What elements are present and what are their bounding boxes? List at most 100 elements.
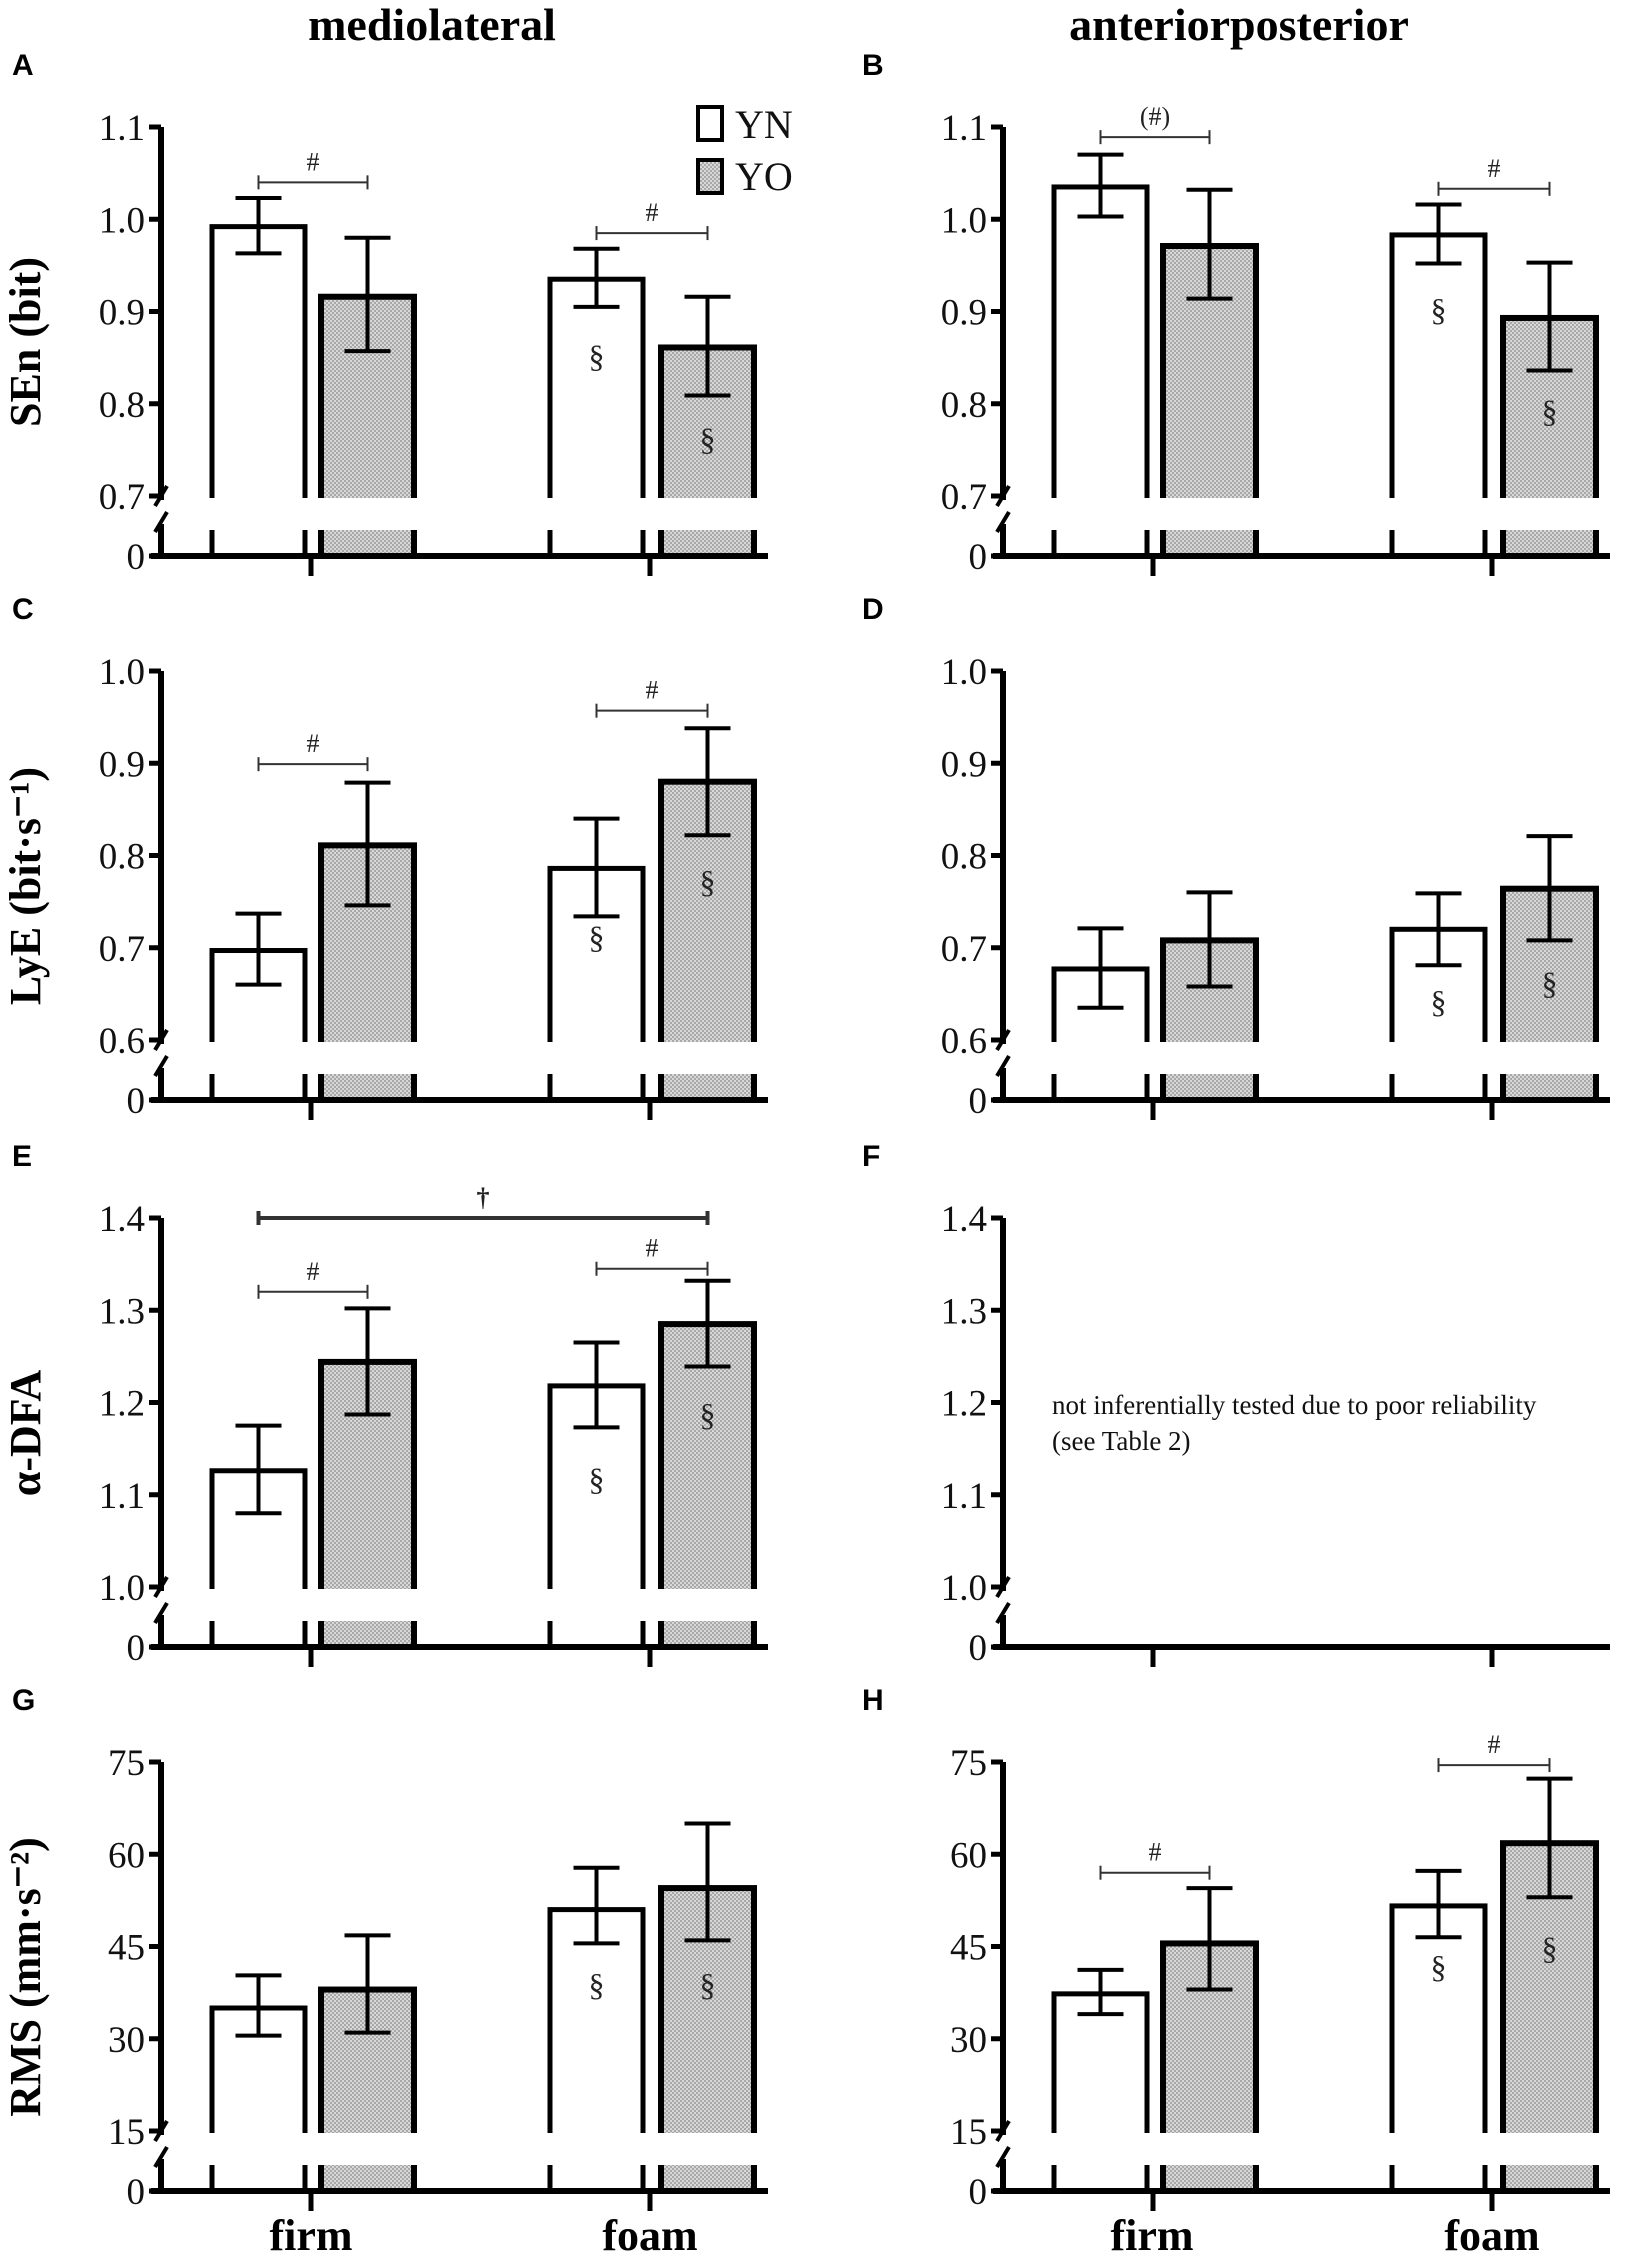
y-tick-label: 0.6 xyxy=(99,1021,145,1062)
y-tick-label: 1.4 xyxy=(99,1199,145,1240)
y-tick-label: 1.0 xyxy=(941,1568,987,1609)
significance-label: (#) xyxy=(1140,102,1170,131)
error-bar-yo-foam xyxy=(1526,260,1573,373)
error-bar-yn-foam xyxy=(1415,891,1462,968)
x-label-firm-right: firm xyxy=(1110,2211,1193,2259)
y-tick-label: 0.7 xyxy=(941,929,987,970)
y-tick-label: 45 xyxy=(950,1928,987,1969)
error-bar-yo-foam xyxy=(1526,1776,1573,1900)
y-tick-label: 1.1 xyxy=(941,108,987,149)
axis-break-mark xyxy=(153,1601,169,1625)
significance-label: # xyxy=(307,729,320,758)
error-bar-yo-foam xyxy=(684,726,731,838)
y-tick-label: 1.0 xyxy=(99,200,145,241)
x-label-firm-left: firm xyxy=(269,2211,352,2259)
error-bar-yo-foam xyxy=(684,294,731,398)
y-tick-label: 15 xyxy=(950,2112,987,2153)
y-tick-label-zero: 0 xyxy=(127,1081,146,1122)
significance-label: # xyxy=(1149,1838,1162,1867)
error-bar-yn-firm xyxy=(1077,152,1124,219)
legend-label-yn: YN xyxy=(735,102,793,147)
y-tick-label: 1.3 xyxy=(941,1291,987,1332)
error-bar-yn-foam xyxy=(573,246,620,309)
error-bar-yn-foam xyxy=(1415,1868,1462,1940)
section-mark: § xyxy=(1431,983,1447,1019)
error-bar-yo-foam xyxy=(684,1278,731,1369)
error-bar-yn-foam xyxy=(573,816,620,919)
error-bar-yn-foam xyxy=(573,1340,620,1430)
panel-B: B 0.7 0.8 0.9 1.0 1.1 0 (#) # § § xyxy=(862,49,1614,578)
y-tick-label: 0.9 xyxy=(99,744,145,785)
y-tick-label: 60 xyxy=(108,1835,145,1876)
y-tick-label: 30 xyxy=(108,2020,145,2061)
significance-bracket xyxy=(1437,181,1551,196)
panel-D: D 0.6 0.7 0.8 0.9 1.0 0 § § xyxy=(862,593,1614,1122)
significance-bracket xyxy=(595,226,709,241)
panel-letter: A xyxy=(12,49,34,82)
axis-break-gap xyxy=(165,498,772,530)
y-tick-label: 0.6 xyxy=(941,1021,987,1062)
significance-label: # xyxy=(646,676,659,705)
error-bar-yo-firm xyxy=(1186,1886,1233,1992)
section-mark: § xyxy=(1431,292,1447,328)
axis-break-mark xyxy=(995,1054,1011,1078)
y-tick-label: 1.4 xyxy=(941,1199,987,1240)
column-title-anteriorposterior: anteriorposterior xyxy=(1069,0,1409,50)
section-mark: § xyxy=(589,1967,605,2003)
y-tick-label-zero: 0 xyxy=(969,537,988,578)
section-mark: § xyxy=(589,338,605,374)
axis-break-mark xyxy=(995,2145,1011,2169)
y-tick-label-zero: 0 xyxy=(127,1628,146,1669)
y-axis-label: LyE (bit·s⁻¹) xyxy=(1,767,50,1005)
error-bar-yn-foam xyxy=(1415,202,1462,266)
panel-A: A SEn (bit) 0.7 0.8 0.9 1.0 1.1 0 # # § § xyxy=(1,49,772,578)
significance-label: # xyxy=(646,198,659,227)
y-tick-label: 0.8 xyxy=(99,837,145,878)
section-mark: § xyxy=(700,421,716,457)
legend-swatch-yo xyxy=(696,158,724,195)
panel-H: H 15 30 45 60 75 0 # # § § xyxy=(862,1684,1614,2213)
y-tick-label: 1.0 xyxy=(941,652,987,693)
y-tick-label: 0.7 xyxy=(99,929,145,970)
y-tick-label: 0.7 xyxy=(99,477,145,518)
error-bar-yn-firm xyxy=(235,1423,282,1516)
significance-label: # xyxy=(307,1257,320,1286)
y-tick-label: 0.8 xyxy=(941,837,987,878)
axis-break-gap xyxy=(1007,1042,1614,1074)
error-bar-yo-firm xyxy=(344,1933,391,2035)
y-tick-label: 0.9 xyxy=(941,293,987,334)
significance-bracket xyxy=(257,175,369,190)
axis-break-mark xyxy=(153,1054,169,1078)
legend: YN YO xyxy=(696,102,793,199)
y-tick-label: 75 xyxy=(108,1743,145,1784)
y-axis-label: RMS (mm·s⁻²) xyxy=(1,1837,50,2117)
y-tick-label: 45 xyxy=(108,1928,145,1969)
section-mark: § xyxy=(1542,393,1558,429)
y-tick-label: 1.1 xyxy=(99,1476,145,1517)
y-tick-label: 1.0 xyxy=(99,1568,145,1609)
x-label-foam-right: foam xyxy=(1444,2211,1539,2259)
legend-label-yo: YO xyxy=(735,154,793,199)
panel-E: Eα-DFA 1.0 1.1 1.2 1.3 1.4 0 † # # § § xyxy=(1,1140,772,1669)
axis-break-mark xyxy=(153,2145,169,2169)
panel-letter: D xyxy=(862,593,884,626)
section-mark: § xyxy=(589,919,605,955)
panel-letter: E xyxy=(12,1140,32,1173)
axis-break-gap xyxy=(1007,1589,1614,1621)
panel-letter: C xyxy=(12,593,34,626)
y-tick-label: 75 xyxy=(950,1743,987,1784)
axis-break-mark xyxy=(995,1601,1011,1625)
y-tick-label: 1.2 xyxy=(99,1384,145,1425)
section-mark: § xyxy=(700,1397,716,1433)
y-tick-label: 30 xyxy=(950,2020,987,2061)
y-tick-label: 0.9 xyxy=(99,293,145,334)
significance-bracket xyxy=(595,1261,709,1276)
y-tick-label: 0.8 xyxy=(99,385,145,426)
significance-bracket xyxy=(256,1211,710,1225)
error-bar-yn-firm xyxy=(1077,1967,1124,2017)
error-bar-yn-firm xyxy=(235,196,282,256)
error-bar-yo-firm xyxy=(344,780,391,908)
section-mark: § xyxy=(1542,965,1558,1001)
y-tick-label: 60 xyxy=(950,1835,987,1876)
